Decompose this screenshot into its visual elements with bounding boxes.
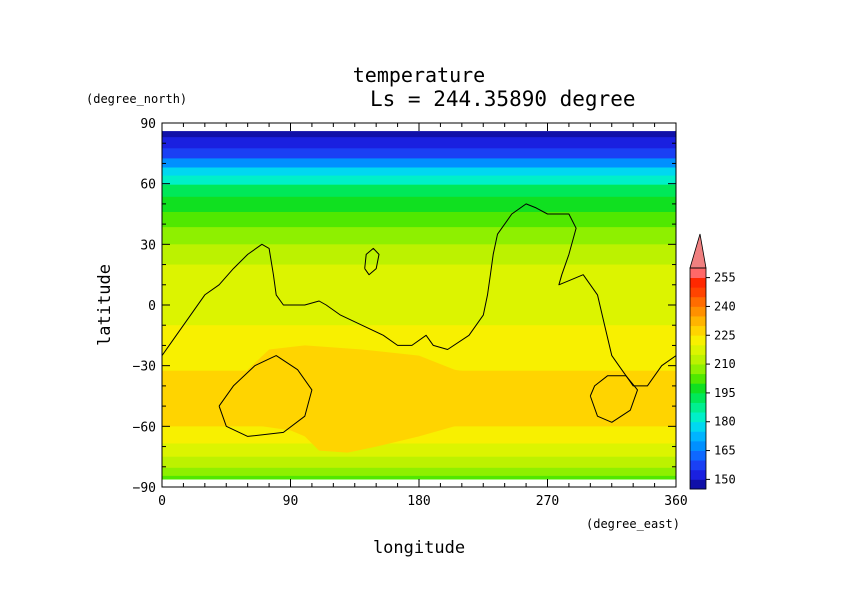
y-tick-label: 0 [148,299,156,314]
y-tick-label: −60 [133,420,156,435]
x-unit-label: (degree_east) [586,517,680,531]
temperature-band [162,148,676,159]
chart-title: temperature [353,63,485,87]
y-unit-label: (degree_north) [86,92,187,106]
x-axis-label: longitude [373,538,465,558]
colorbar-swatch [690,460,706,471]
colorbar-label: 240 [714,299,736,313]
colorbar-swatch [690,469,706,480]
colorbar-swatch [690,373,706,384]
contour-loop-south-west [218,355,313,437]
colorbar-swatch [690,364,706,375]
temperature-band [162,264,676,286]
temperature-band [162,196,676,213]
colorbar-swatch [690,287,706,298]
temperature-band [162,137,676,149]
temperature-band [162,467,676,477]
colorbar-swatch [690,316,706,327]
colorbar-swatch [690,440,706,451]
colorbar: 150 165 180 195 210 225 240 255 [689,233,736,490]
contour-loop-south-east [589,375,638,423]
colorbar-swatch [690,450,706,461]
y-tick-label: −90 [133,481,156,496]
colorbar-label: 225 [714,328,736,342]
temperature-band [162,456,676,469]
temperature-band [162,175,676,186]
y-tick-label: −30 [133,360,156,375]
x-tick-label: 0 [158,494,166,509]
colorbar-swatch [690,335,706,346]
contour-island [364,247,380,276]
colorbar-swatch [690,392,706,403]
colorbar-swatch [690,402,706,413]
axis-ticks: 0 90 180 270 360 −90 −60 −30 0 30 60 90 [133,117,688,509]
temperature-band [162,305,676,326]
x-tick-label: 180 [407,494,430,509]
colorbar-swatch [690,325,706,336]
warm-region [226,345,505,453]
y-tick-label: 90 [140,117,156,132]
colorbar-label: 165 [714,444,736,458]
y-tick-label: 30 [140,238,156,253]
chart-subtitle: Ls = 244.35890 degree [370,87,636,111]
colorbar-label: 180 [714,415,736,429]
temperature-band [162,284,676,306]
colorbar-extend-arrow [689,233,707,269]
temperature-band [162,475,676,480]
temperature-band [162,131,676,138]
y-axis-label: latitude [95,264,115,346]
temperature-band [162,184,676,198]
colorbar-label: 255 [714,271,736,285]
colorbar-label: 195 [714,386,736,400]
temperature-band [162,244,676,266]
colorbar-swatch [690,296,706,307]
plot-area [162,131,676,480]
x-tick-label: 360 [664,494,687,509]
colorbar-swatch [690,431,706,442]
temperature-band [162,211,676,228]
temperature-band [162,167,676,177]
colorbar-swatch [690,268,706,279]
temperature-band [162,443,676,458]
temperature-band [162,325,676,347]
colorbar-swatch [690,277,706,288]
colorbar-swatch [690,344,706,355]
colorbar-label: 150 [714,472,736,486]
contour-west [162,203,676,387]
x-tick-label: 90 [283,494,299,509]
colorbar-swatch [690,421,706,432]
warm-region-polygon [226,345,505,453]
temperature-band [162,158,676,169]
colorbar-swatch [690,306,706,317]
temperature-band [162,227,676,245]
colorbar-frame [689,267,707,490]
contour-lines [162,203,676,437]
colorbar-swatch [690,412,706,423]
y-tick-label: 60 [140,178,156,193]
colorbar-swatch [690,354,706,365]
x-tick-label: 270 [536,494,559,509]
colorbar-label: 210 [714,357,736,371]
colorbar-swatch [690,383,706,394]
colorbar-swatch [690,479,706,490]
